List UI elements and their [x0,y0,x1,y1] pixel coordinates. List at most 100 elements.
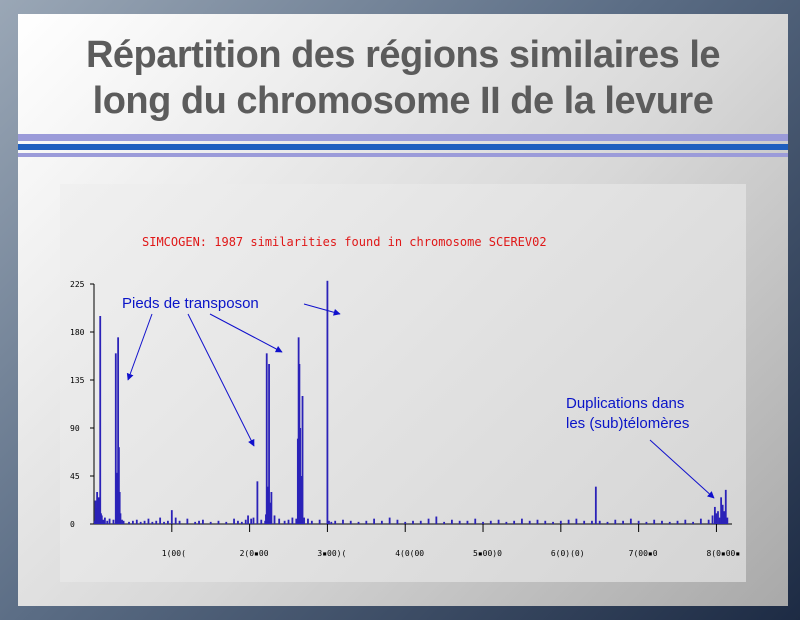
chart-bar [559,520,562,524]
chart-bar [202,519,204,524]
chart-bar [723,511,726,524]
chart-bar [159,517,162,524]
chart-bar [174,517,177,524]
chart-bar [273,515,276,524]
chart-bar [645,521,648,524]
chart-bar [121,519,123,524]
chart-title: SIMCOGEN: 1987 similarities found in chr… [142,235,547,249]
chart-bar [117,447,120,524]
chart-svg: SIMCOGEN: 1987 similarities found in chr… [70,235,740,558]
annotation-duplications-line2: les (sub)télomères [566,415,689,432]
chart-bar [143,520,146,524]
chart-bar [100,515,103,524]
chart-bar [505,521,508,524]
arrow-transposon-2 [187,313,255,447]
chart-bar [132,520,134,524]
chart-bar [692,521,694,524]
chart-bar [684,519,687,524]
chart-bar [268,502,271,524]
chart-bar [707,519,710,524]
chart-bar [342,519,344,524]
chart-bar [713,506,716,524]
chart-bar [167,520,169,524]
chart-bar [301,396,304,524]
chart-bar [119,513,122,524]
x-tick-label: 4(0(00 [395,549,424,558]
y-tick-label: 90 [70,424,80,433]
chart-bar [427,518,430,524]
x-ticks: 1(00(2(0▪00 3▪00)(4(0(00 5▪00)0 6(0)(0) 7(00… [162,524,740,558]
chart-bar [114,353,117,524]
chart-bar [295,518,298,524]
chart-bar [721,504,724,524]
x-tick-label: 6(0)(0) [551,549,585,558]
chart-bar [726,517,729,524]
y-ticks: 0 45 90 135 180 225 [70,280,94,529]
chart-bar [117,337,120,524]
slide: Répartition des régions similaires le lo… [18,14,788,606]
slide-title-line2: long du chromosome II de la levure [92,80,714,122]
chart-bar [513,520,516,524]
chart-bar [720,497,723,524]
x-tick-label: 1(00( [162,549,186,558]
chart-bar [155,520,158,524]
chart-bar [170,510,173,524]
chart-bar [252,517,255,524]
chart-bar [310,520,313,524]
chart-bar [247,515,249,524]
chart-bar [629,518,632,524]
chart-bar [186,518,189,524]
arrow-transposon-1 [126,313,153,381]
chart-bar [99,316,102,524]
chart-bar [614,519,617,524]
y-tick-label: 45 [70,472,80,481]
chart-bar [194,521,197,524]
chart-bar [303,517,305,524]
annotation-duplications-line1: Duplications dans [566,395,684,412]
chart-bar [268,364,270,524]
chart-bar [237,520,239,524]
y-tick-label: 180 [70,328,85,337]
chart-bar [233,518,235,524]
chart-bar [451,519,453,524]
chart-bar [419,520,422,524]
chart-bar [412,520,414,524]
chart-bar [334,520,337,524]
chart-bar [122,520,125,524]
chart-bar [598,520,601,524]
chart-bar [217,520,220,524]
chart-bar [396,519,399,524]
chart-bar [225,521,228,524]
chart-bar [606,521,609,524]
chart-bar [163,521,165,524]
chart-bar [536,519,539,524]
chart-bar [668,521,671,524]
chart-bar [711,515,714,524]
chart-bar [466,520,469,524]
chart-bar [330,521,333,524]
chart-bar [287,519,290,524]
chart-bar [256,481,259,524]
chart-bar [567,519,570,524]
x-tick-label: 5▪00)0 [473,549,502,558]
chart-bar [474,518,477,524]
chart-bar [443,521,446,524]
chart-bar [528,520,531,524]
x-tick-label: 3▪00)( [317,549,346,558]
chart-bar [435,516,438,524]
chart-bar [250,518,253,524]
chart-bar [106,520,109,524]
chart-bar [283,520,286,524]
chart-bar [699,518,702,524]
chart-bar [380,520,383,524]
chart-bar [139,521,142,524]
chart-bar [178,520,181,524]
chart-bar [198,520,200,524]
x-tick-label: 7(00▪0 [629,549,658,558]
y-tick-label: 225 [70,280,85,289]
title-rule-top [18,134,788,141]
slide-title-line1: Répartition des régions similaires le [85,34,721,76]
chart-bar [240,521,243,524]
chart-bar [544,520,547,524]
chart-bar [717,511,719,524]
